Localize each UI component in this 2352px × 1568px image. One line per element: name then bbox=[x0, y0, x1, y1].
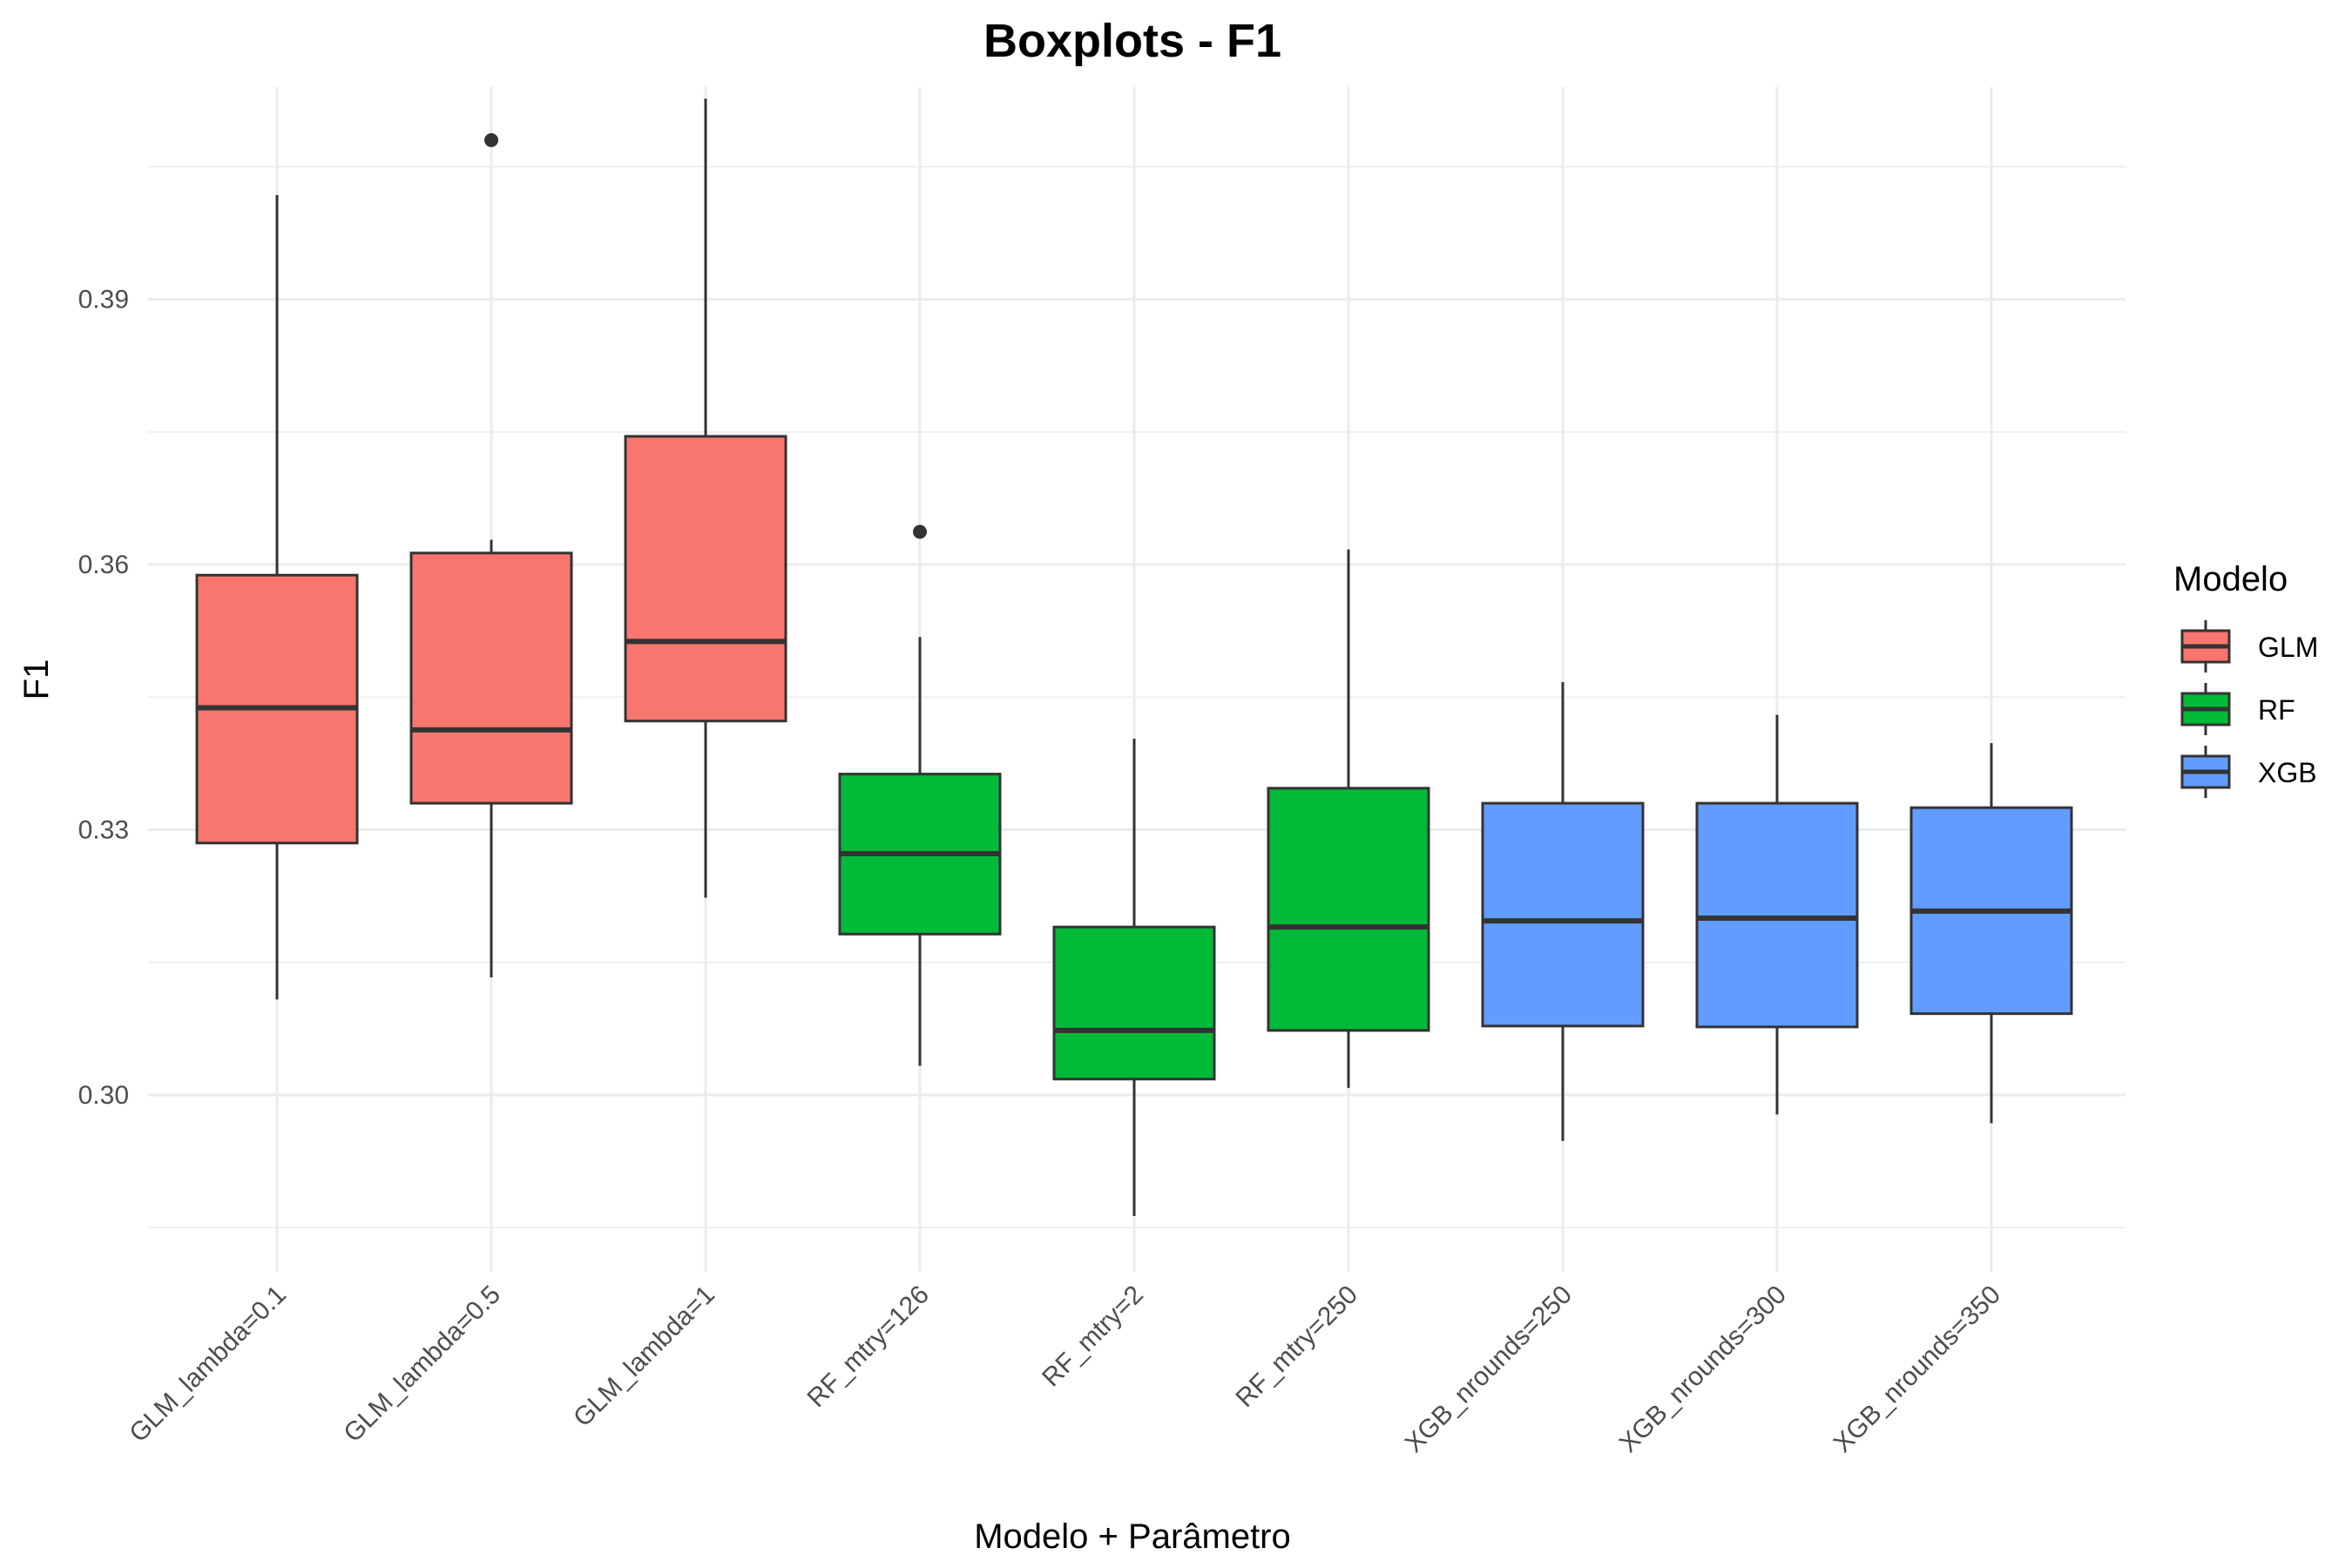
x-tick-label: GLM_lambda=0.5 bbox=[338, 1281, 506, 1449]
box-GLM_lambda=0.5 bbox=[409, 132, 573, 978]
legend-label: XGB bbox=[2258, 757, 2317, 788]
y-axis-title: F1 bbox=[17, 659, 56, 700]
legend-label: RF bbox=[2258, 694, 2295, 726]
x-tick-label: GLM_lambda=0.1 bbox=[124, 1281, 292, 1449]
box-RF_mtry=126 bbox=[838, 524, 1002, 1066]
boxes bbox=[195, 98, 2073, 1217]
x-tick-label: GLM_lambda=1 bbox=[568, 1281, 720, 1433]
outlier-point bbox=[484, 132, 498, 147]
legend-items: GLM RF XGB bbox=[2180, 620, 2318, 798]
x-tick-label: RF_mtry=2 bbox=[1037, 1281, 1149, 1393]
chart-title: Boxplots - F1 bbox=[983, 15, 1281, 67]
x-tick-label: XGB_nrounds=350 bbox=[1828, 1281, 2006, 1458]
iqr-box bbox=[1267, 787, 1430, 1032]
iqr-box bbox=[624, 435, 787, 723]
legend: Modelo GLM RF XGB bbox=[2173, 560, 2318, 798]
x-tick-label: XGB_nrounds=250 bbox=[1400, 1281, 1578, 1458]
outlier-point bbox=[913, 524, 927, 539]
iqr-box bbox=[1052, 925, 1216, 1081]
box-RF_mtry=2 bbox=[1052, 739, 1216, 1217]
box-XGB_nrounds=350 bbox=[1909, 743, 2073, 1124]
box-RF_mtry=250 bbox=[1267, 549, 1430, 1088]
x-axis-title: Modelo + Parâmetro bbox=[974, 1517, 1291, 1556]
y-axis-ticks: 0.30 0.33 0.36 0.39 bbox=[78, 286, 129, 1110]
y-tick-label: 0.30 bbox=[78, 1081, 129, 1110]
iqr-box bbox=[1481, 801, 1645, 1028]
iqr-box bbox=[409, 551, 573, 805]
box-GLM_lambda=0.1 bbox=[195, 194, 359, 1000]
x-axis-ticks: GLM_lambda=0.1 GLM_lambda=0.5 GLM_lambda=1… bbox=[124, 1281, 2006, 1458]
y-tick-label: 0.39 bbox=[78, 286, 129, 314]
x-tick-label: RF_mtry=126 bbox=[802, 1281, 935, 1413]
legend-entry-glm: GLM bbox=[2180, 620, 2318, 672]
x-tick-label: XGB_nrounds=300 bbox=[1614, 1281, 1792, 1458]
y-tick-label: 0.36 bbox=[78, 551, 129, 579]
box-XGB_nrounds=300 bbox=[1695, 714, 1859, 1115]
x-tick-label: RF_mtry=250 bbox=[1231, 1281, 1363, 1413]
legend-title: Modelo bbox=[2173, 560, 2288, 598]
iqr-box bbox=[1695, 801, 1859, 1029]
legend-label: GLM bbox=[2258, 632, 2318, 663]
legend-entry-rf: RF bbox=[2180, 683, 2295, 735]
legend-entry-xgb: XGB bbox=[2180, 746, 2317, 798]
box-XGB_nrounds=250 bbox=[1481, 682, 1645, 1141]
box-GLM_lambda=1 bbox=[624, 98, 787, 898]
y-tick-label: 0.33 bbox=[78, 816, 129, 845]
